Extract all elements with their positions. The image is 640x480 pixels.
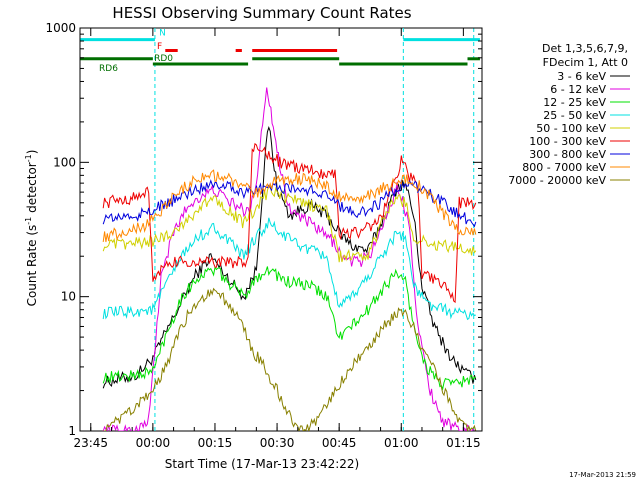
x-tick-label-4: 00:45 xyxy=(322,436,357,450)
x-axis-label: Start Time (17-Mar-13 23:42:22) xyxy=(165,457,359,471)
y-tick-label-3: 1000 xyxy=(45,21,76,35)
annotation-f: F xyxy=(157,42,162,52)
series-line-0 xyxy=(102,125,477,389)
x-tick-label-5: 01:00 xyxy=(384,436,419,450)
annotation-n: N xyxy=(159,28,166,38)
legend-entry-3: 25 - 50 keV xyxy=(543,109,606,122)
x-tick-label-6: 01:15 xyxy=(446,436,481,450)
series-line-8 xyxy=(103,287,477,431)
legend-entry-2: 12 - 25 keV xyxy=(543,96,606,109)
series-line-6 xyxy=(102,179,477,228)
series-line-7 xyxy=(102,169,477,243)
series-line-5 xyxy=(102,142,477,304)
annotation-rd6: RD6 xyxy=(99,64,118,74)
legend: Det 1,3,5,6,7,9, FDecim 1, Att 0 3 - 6 k… xyxy=(508,42,630,187)
y-tick-label-2: 100 xyxy=(53,155,76,169)
x-axis-ticks: 23:45 00:00 00:15 00:30 00:45 01:00 01:15 xyxy=(73,28,481,450)
legend-entry-0: 3 - 6 keV xyxy=(557,70,606,83)
series-line-3 xyxy=(102,217,476,321)
legend-entry-4: 50 - 100 keV xyxy=(536,122,606,135)
legend-entry-6: 300 - 800 keV xyxy=(529,148,606,161)
y-tick-label-0: 1 xyxy=(68,424,76,438)
legend-header-2: FDecim 1, Att 0 xyxy=(543,56,628,69)
y-tick-label-1: 10 xyxy=(61,290,76,304)
series-lines xyxy=(102,87,477,431)
series-line-4 xyxy=(102,185,477,263)
chart-title: HESSI Observing Summary Count Rates xyxy=(112,4,411,22)
series-line-2 xyxy=(102,265,476,391)
y-axis-label: Count Rate (s-1 detector-1) xyxy=(24,150,39,307)
x-tick-label-2: 00:15 xyxy=(198,436,233,450)
legend-header-1: Det 1,3,5,6,7,9, xyxy=(542,42,628,55)
timestamp: 17-Mar-2013 21:59 xyxy=(569,471,636,479)
legend-entry-1: 6 - 12 keV xyxy=(550,83,606,96)
annotations: NF RD0 RD6 xyxy=(99,28,173,73)
plot-frame xyxy=(79,27,483,432)
series-line-1 xyxy=(102,87,476,431)
y-axis-ticks: 1 10 100 1000 xyxy=(45,21,482,438)
annotation-rd0: RD0 xyxy=(154,54,173,64)
x-tick-label-1: 00:00 xyxy=(136,436,171,450)
status-bars xyxy=(80,38,480,66)
legend-entry-5: 100 - 300 keV xyxy=(529,135,606,148)
legend-entry-8: 7000 - 20000 keV xyxy=(508,174,606,187)
legend-entry-7: 800 - 7000 keV xyxy=(522,161,606,174)
x-tick-label-0: 23:45 xyxy=(73,436,108,450)
x-tick-label-3: 00:30 xyxy=(260,436,295,450)
